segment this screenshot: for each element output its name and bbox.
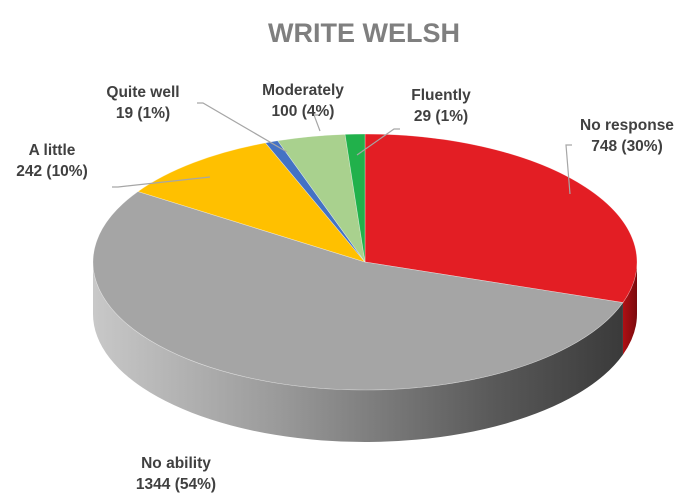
slice-value-moderately: 100 (4%) [272, 103, 335, 120]
pie-slices [92, 133, 638, 442]
slice-value-a-little: 242 (10%) [16, 163, 88, 180]
slice-value-no-ability: 1344 (54%) [136, 476, 216, 493]
label-quite-well: Quite well 19 (1%) [106, 84, 288, 153]
slice-value-quite-well: 19 (1%) [116, 105, 170, 122]
leader-line-a-little [112, 176, 211, 188]
leader-line-no-response [565, 144, 572, 195]
pie-slice-a-little [137, 142, 366, 263]
label-no-response: No response 748 (30%) [565, 117, 674, 195]
slice-value-fluently: 29 (1%) [414, 108, 468, 125]
label-fluently: Fluently 29 (1%) [356, 87, 471, 156]
slice-name-no-ability: No ability [141, 455, 211, 472]
pie-slice-fluently [344, 133, 366, 263]
leader-line-fluently [356, 128, 400, 156]
slice-name-moderately: Moderately [262, 82, 344, 99]
pie-slice-no-ability [92, 191, 624, 391]
slice-name-a-little: A little [29, 142, 76, 159]
slice-name-no-response: No response [580, 117, 674, 134]
pie-side-no-response [622, 262, 637, 355]
label-no-ability: No ability 1344 (54%) [136, 455, 216, 493]
leader-line-quite-well [197, 102, 288, 153]
leader-line-moderately [313, 114, 321, 132]
label-a-little: A little 242 (10%) [16, 142, 211, 188]
label-moderately: Moderately 100 (4%) [262, 82, 344, 132]
slice-name-quite-well: Quite well [106, 84, 179, 101]
slice-value-no-response: 748 (30%) [591, 138, 663, 155]
slice-labels: No response 748 (30%) No ability 1344 (54%)… [16, 82, 674, 493]
pie-slice-no-response [364, 133, 638, 303]
slice-name-fluently: Fluently [411, 87, 471, 104]
pie-side-no-ability [93, 262, 623, 442]
chart-title: WRITE WELSH [268, 18, 460, 48]
